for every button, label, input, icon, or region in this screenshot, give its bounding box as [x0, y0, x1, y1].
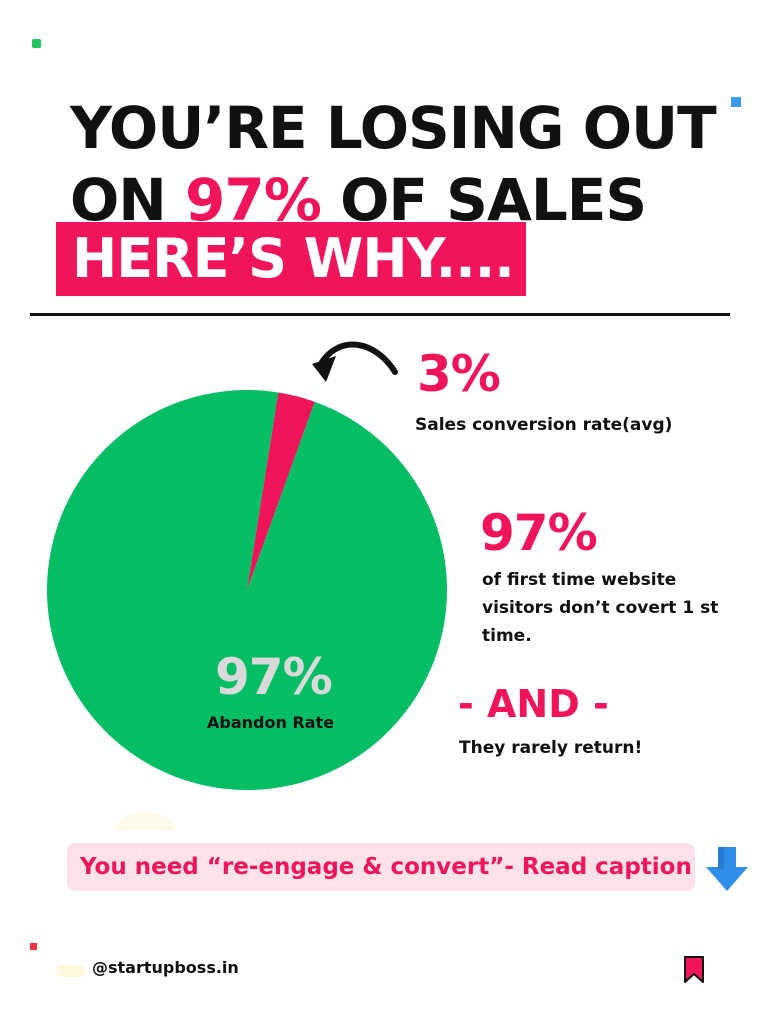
- visitors-label: of first time website visitors don’t cov…: [482, 570, 719, 646]
- conversion-label: Sales conversion rate(avg): [415, 415, 673, 435]
- bookmark-icon[interactable]: [682, 955, 706, 985]
- arrow-head-icon: [312, 356, 336, 382]
- pie-abandon-label: Abandon Rate: [207, 713, 335, 732]
- decor-dot-red: [30, 943, 37, 950]
- and-text: - AND -: [458, 682, 609, 726]
- divider: [30, 313, 730, 316]
- decor-dot-blue: [731, 97, 741, 107]
- decor-blob: [56, 965, 86, 977]
- conversion-value: 3%: [417, 345, 501, 403]
- return-text: They rarely return!: [459, 738, 643, 758]
- pie-slice-abandon-rate: [46, 390, 447, 790]
- visitors-value: 97%: [480, 504, 598, 562]
- pie-shadow-blob: [115, 812, 175, 830]
- arrow-down-icon: [706, 847, 748, 891]
- banner-text: HERE’S WHY....: [72, 227, 515, 290]
- banner-background: [56, 222, 526, 296]
- pie-slices: [46, 390, 447, 790]
- cta-banner: [67, 843, 695, 891]
- cta-text: You need “re-engage & convert”- Read cap…: [80, 854, 692, 880]
- curved-arrow-icon: [319, 341, 398, 375]
- pie-chart: [46, 341, 447, 830]
- pie-slice-sales-conversion-rate-avg: [247, 392, 315, 590]
- decor-dot-green: [32, 39, 41, 48]
- headline-line-1: YOU’RE LOSING OUT: [70, 94, 717, 162]
- headline: YOU’RE LOSING OUT ON 97% OF SALES: [70, 92, 717, 236]
- social-handle: @startupboss.in: [92, 958, 239, 977]
- pie-abandon-value: 97%: [215, 648, 333, 706]
- headline-line-2: ON 97% OF SALES: [70, 164, 716, 236]
